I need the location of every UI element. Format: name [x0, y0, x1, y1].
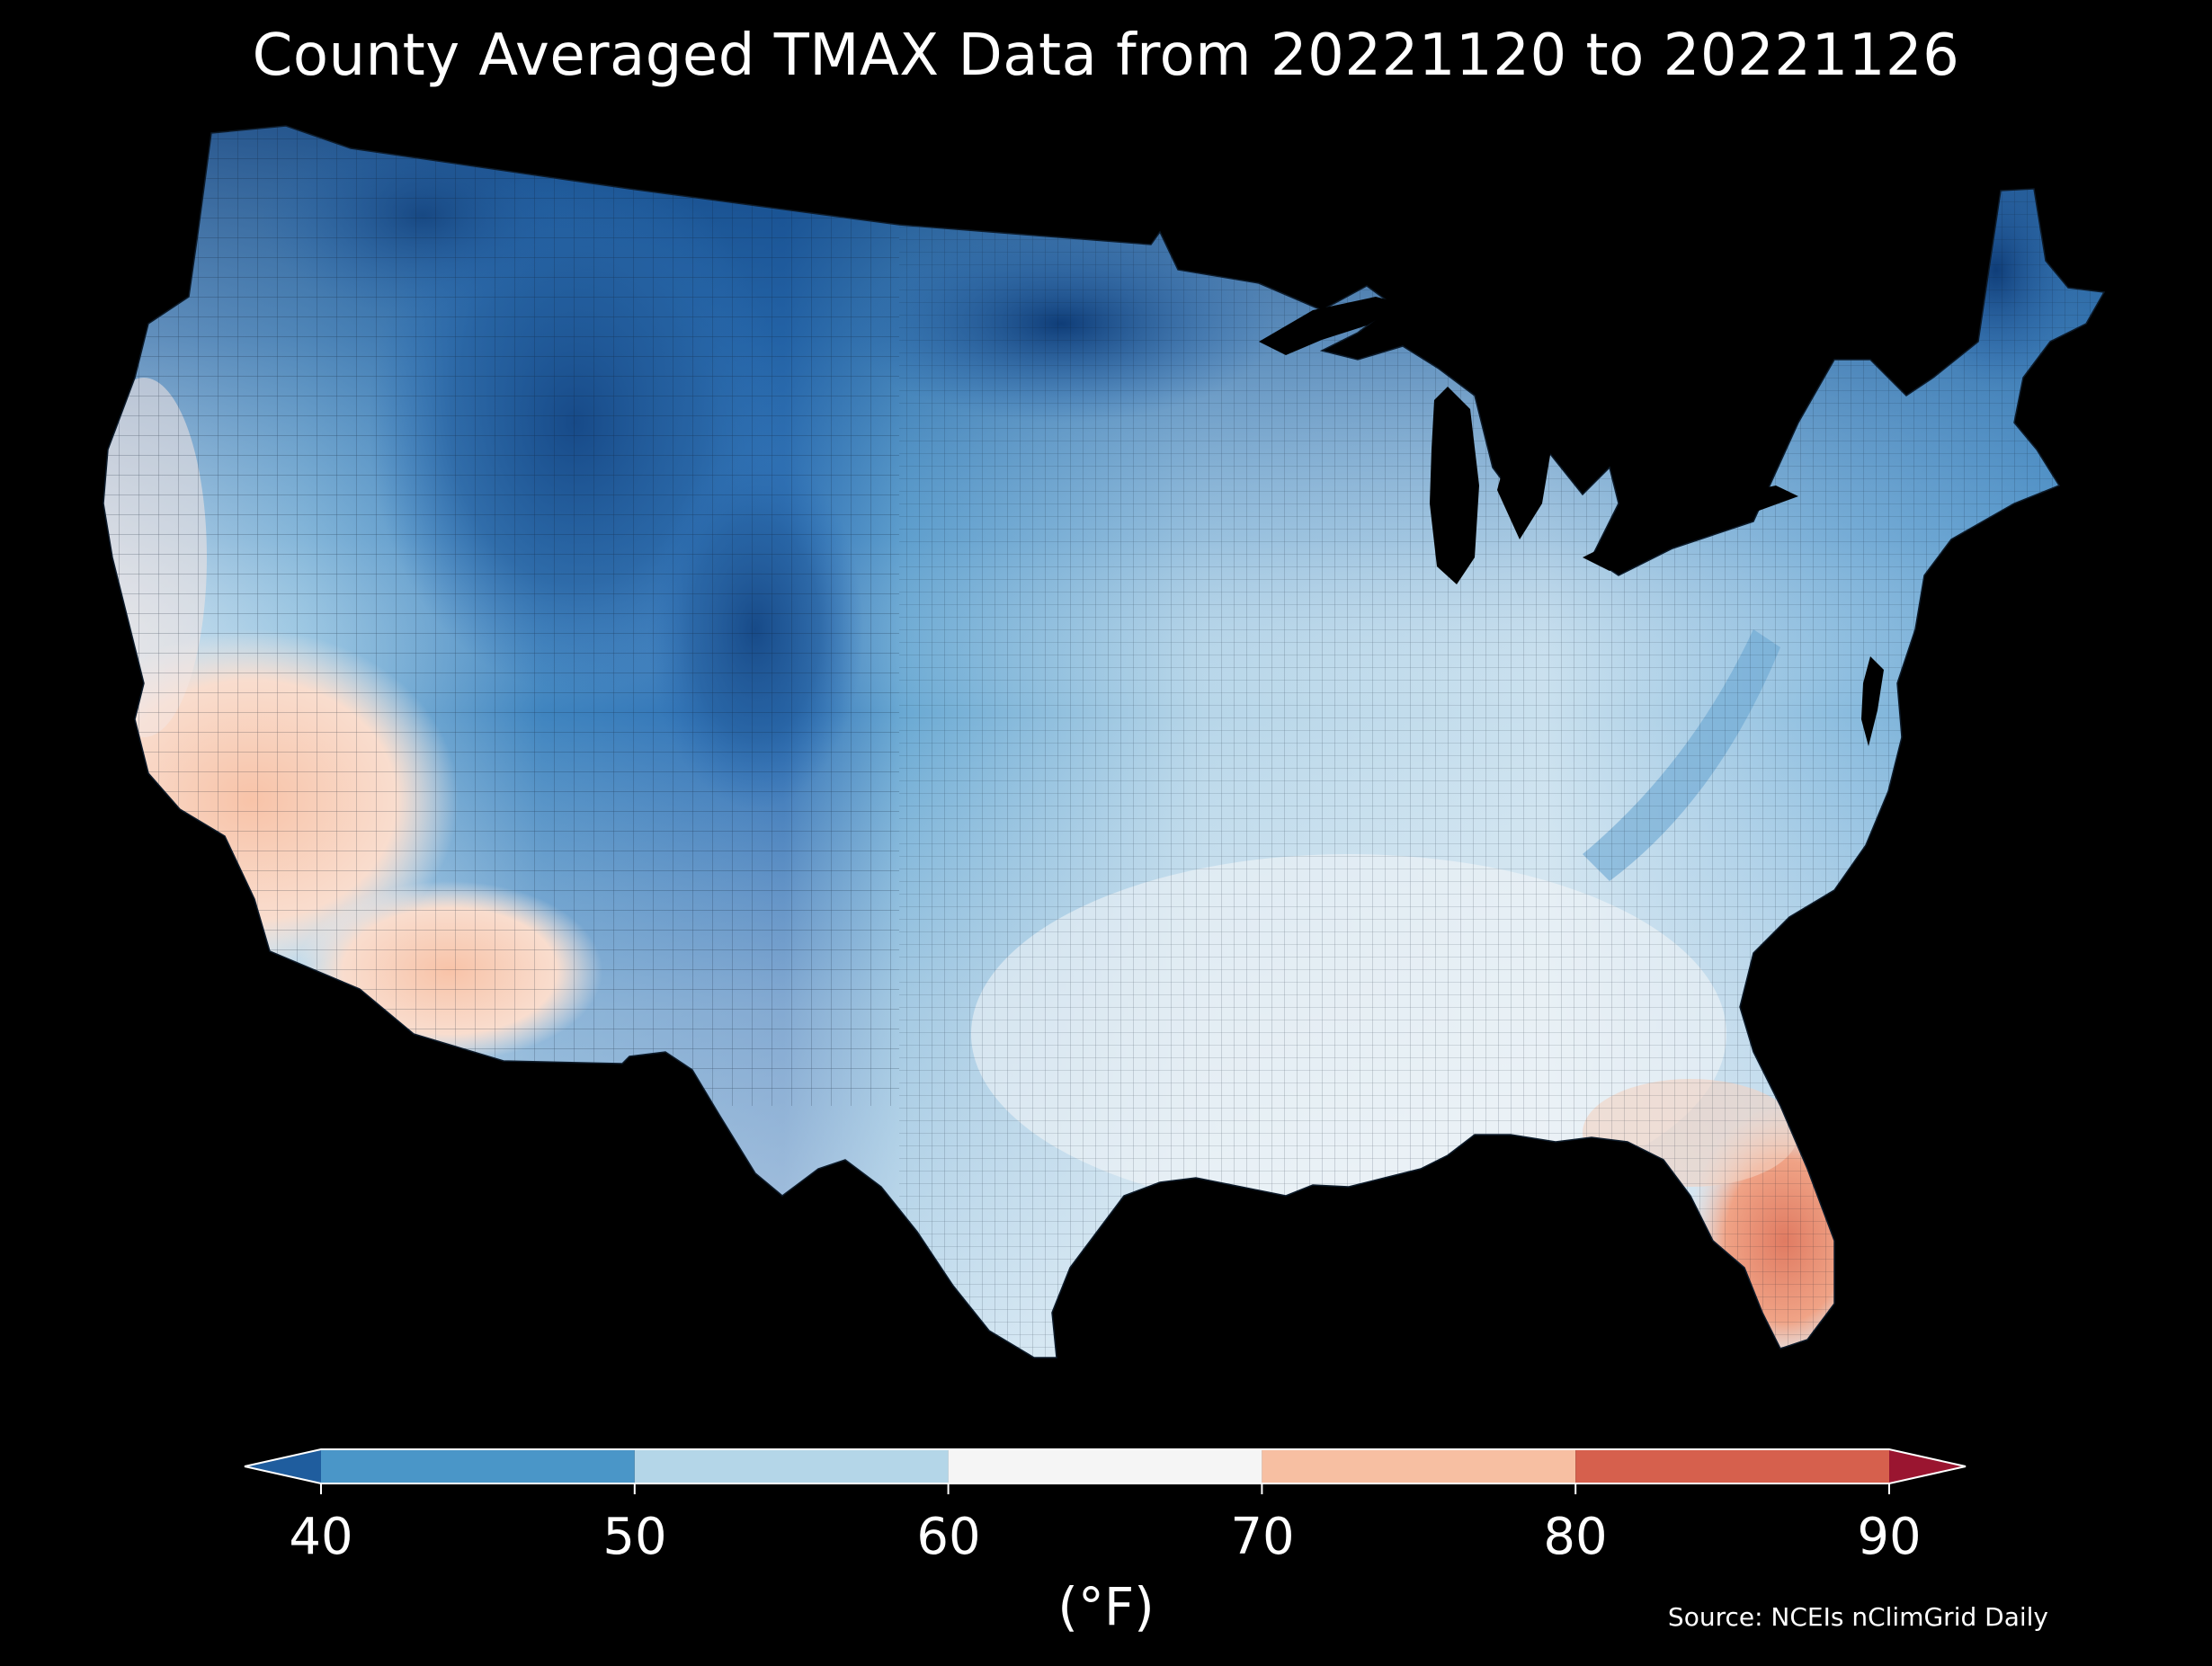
chesapeake-bay [1861, 656, 1884, 746]
colorbar-bin-70-80 [1262, 1449, 1576, 1483]
colorbar-tick-40: 40 [289, 1508, 353, 1566]
colorbar-tick-70: 70 [1230, 1508, 1295, 1566]
colorbar-unit-label: (°F) [1057, 1576, 1155, 1637]
colorbar-bin-80-90 [1575, 1449, 1889, 1483]
lake-superior [1259, 297, 1403, 355]
colorbar-bin-40-50 [321, 1449, 635, 1483]
colorbar-extend-high [1889, 1449, 1966, 1483]
colorbar-bin-60-70 [948, 1449, 1262, 1483]
colorbar-tick-50: 50 [602, 1508, 667, 1566]
colorbar-bin-50-60 [634, 1449, 949, 1483]
colorbar-extend-low [245, 1449, 321, 1483]
lake-ontario [1713, 486, 1798, 514]
lake-huron [1497, 373, 1556, 539]
lake-michigan [1430, 387, 1479, 584]
colorbar-tick-80: 80 [1543, 1508, 1608, 1566]
colorbar-tick-60: 60 [916, 1508, 981, 1566]
lake-erie [1583, 512, 1690, 571]
source-note: Source: NCEIs nClimGrid Daily [1667, 1602, 2048, 1632]
colorbar-tick-90: 90 [1857, 1508, 1922, 1566]
page-title: County Averaged TMAX Data from 20221120 … [252, 22, 1960, 89]
